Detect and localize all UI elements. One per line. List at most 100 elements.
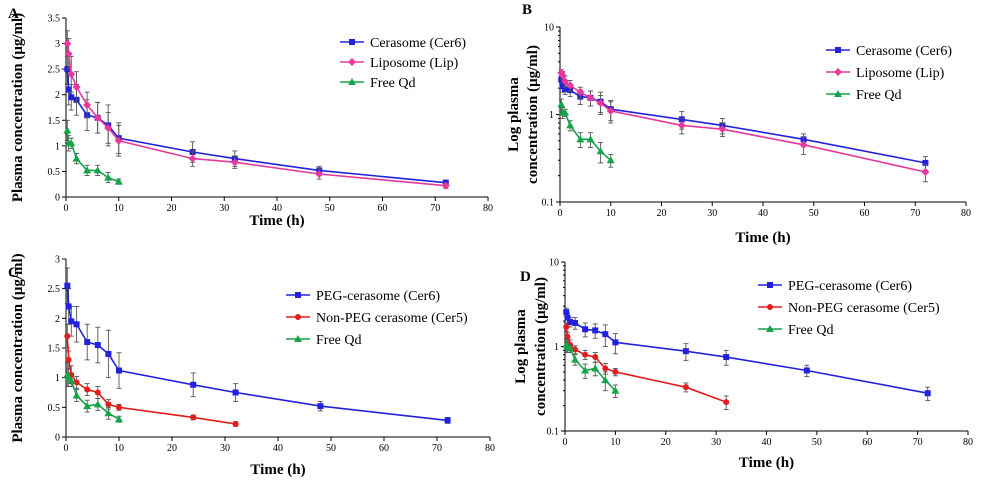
y-tick-label: 1 bbox=[549, 110, 554, 121]
data-point bbox=[723, 399, 730, 406]
legend-entry: Cerasome (Cer6) bbox=[826, 44, 952, 59]
series-blue bbox=[64, 267, 451, 424]
data-point bbox=[612, 368, 619, 375]
x-tick-label: 80 bbox=[485, 443, 495, 454]
y-tick-label: 0.5 bbox=[48, 167, 61, 178]
y-tick-label: 3 bbox=[55, 39, 60, 50]
data-point bbox=[93, 166, 102, 174]
y-tick-label: 3.5 bbox=[48, 14, 61, 25]
legend-entry: Liposome (Lip) bbox=[340, 56, 459, 71]
legend-label: Liposome (Lip) bbox=[370, 56, 459, 71]
x-tick-label: 80 bbox=[483, 203, 493, 214]
data-point bbox=[105, 350, 112, 357]
x-axis-title: Time (h) bbox=[735, 230, 790, 246]
legend-entry: PEG-cerasome (Cer6) bbox=[758, 279, 912, 294]
data-point bbox=[315, 169, 324, 178]
y-tick-label: 0 bbox=[55, 193, 60, 204]
y-tick-label: 10 bbox=[544, 23, 554, 34]
x-tick-label: 20 bbox=[167, 443, 177, 454]
x-tick-label: 10 bbox=[114, 443, 124, 454]
data-point bbox=[63, 126, 72, 134]
chart-panel-c: C 0 10 20 30 40 50 60 70 80 0 0.5 1 1.5 2 2.5 3 Time (h) P… bbox=[8, 253, 495, 478]
legend-label: Free Qd bbox=[370, 76, 416, 91]
x-tick-label: 50 bbox=[325, 203, 335, 214]
x-tick-label: 60 bbox=[860, 208, 870, 219]
data-point bbox=[602, 331, 609, 338]
y-axis-title-line2: concentration (μg/ml) bbox=[525, 45, 541, 184]
data-point bbox=[921, 168, 930, 177]
chart-panel-a: A 0 10 20 30 40 50 60 70 80 0 0.5 1 1.5 2 2.5 3 3.5 Time (… bbox=[8, 6, 493, 229]
series-line bbox=[560, 104, 612, 161]
legend-label: Cerasome (Cer6) bbox=[370, 36, 466, 51]
data-point bbox=[718, 125, 727, 134]
series-pink bbox=[557, 68, 930, 183]
x-tick-label: 40 bbox=[762, 437, 772, 448]
data-point bbox=[803, 367, 810, 374]
legend-label: PEG-cerasome (Cer6) bbox=[316, 289, 440, 304]
panel-letter: A bbox=[8, 6, 19, 22]
data-point bbox=[188, 154, 197, 163]
data-point bbox=[576, 135, 585, 143]
y-tick-label: 0.1 bbox=[542, 198, 555, 209]
data-point bbox=[72, 83, 81, 92]
legend-entry: Free Qd bbox=[758, 323, 834, 338]
legend-marker bbox=[835, 47, 841, 53]
y-tick-label: 0.1 bbox=[547, 427, 560, 438]
x-tick-label: 10 bbox=[606, 208, 616, 219]
x-tick-label: 60 bbox=[379, 443, 389, 454]
data-point bbox=[567, 318, 574, 325]
data-point bbox=[93, 113, 102, 122]
data-point bbox=[592, 327, 599, 334]
legend-marker bbox=[348, 58, 356, 66]
legend-label: Non-PEG cerasome (Cer5) bbox=[788, 301, 940, 316]
chart-panel-d: D 0 10 20 30 40 50 60 70 80 0.1 1 10 Time (h) Log plas… bbox=[513, 258, 973, 472]
data-point bbox=[73, 379, 80, 386]
y-axis-title: Plasma concentration (μg/ml) bbox=[10, 253, 26, 442]
data-point bbox=[116, 404, 122, 411]
y-tick-label: 10 bbox=[549, 258, 559, 269]
y-tick-label: 0 bbox=[55, 433, 60, 444]
data-point bbox=[67, 139, 76, 147]
legend-marker bbox=[767, 282, 773, 288]
y-tick-label: 1.5 bbox=[48, 116, 61, 127]
data-point bbox=[799, 140, 808, 149]
legend-entry: Free Qd bbox=[340, 76, 416, 91]
series-red bbox=[563, 322, 730, 410]
legend-marker bbox=[349, 39, 355, 45]
data-point bbox=[591, 364, 600, 372]
data-point bbox=[84, 339, 91, 346]
data-point bbox=[601, 376, 610, 384]
data-point bbox=[232, 389, 239, 396]
data-point bbox=[606, 156, 615, 164]
data-point bbox=[564, 333, 571, 340]
data-point bbox=[586, 93, 595, 102]
data-point bbox=[576, 88, 585, 97]
series-line bbox=[565, 311, 928, 394]
x-tick-label: 40 bbox=[272, 203, 282, 214]
legend-entry: Liposome (Lip) bbox=[826, 66, 945, 81]
data-point bbox=[564, 314, 571, 321]
data-point bbox=[230, 158, 239, 167]
data-point bbox=[63, 39, 72, 48]
y-axis-title-line1: Log plasma bbox=[513, 309, 529, 384]
panel-letter: C bbox=[8, 265, 19, 281]
legend-marker bbox=[834, 68, 842, 76]
data-point bbox=[924, 390, 931, 397]
data-point bbox=[612, 339, 619, 346]
data-point bbox=[561, 108, 570, 116]
data-point bbox=[72, 391, 81, 399]
data-point bbox=[83, 402, 92, 410]
data-point bbox=[93, 400, 102, 408]
x-axis-title: Time (h) bbox=[249, 213, 304, 229]
data-point bbox=[561, 77, 570, 86]
x-tick-label: 40 bbox=[273, 443, 283, 454]
x-axis-title: Time (h) bbox=[739, 455, 794, 471]
data-point bbox=[563, 309, 570, 316]
data-point bbox=[105, 401, 112, 408]
data-point bbox=[441, 181, 450, 190]
y-axis-title: Plasma concentration (μg/ml) bbox=[10, 13, 26, 202]
data-point bbox=[104, 173, 113, 181]
data-point bbox=[114, 136, 123, 145]
data-point bbox=[68, 94, 75, 101]
